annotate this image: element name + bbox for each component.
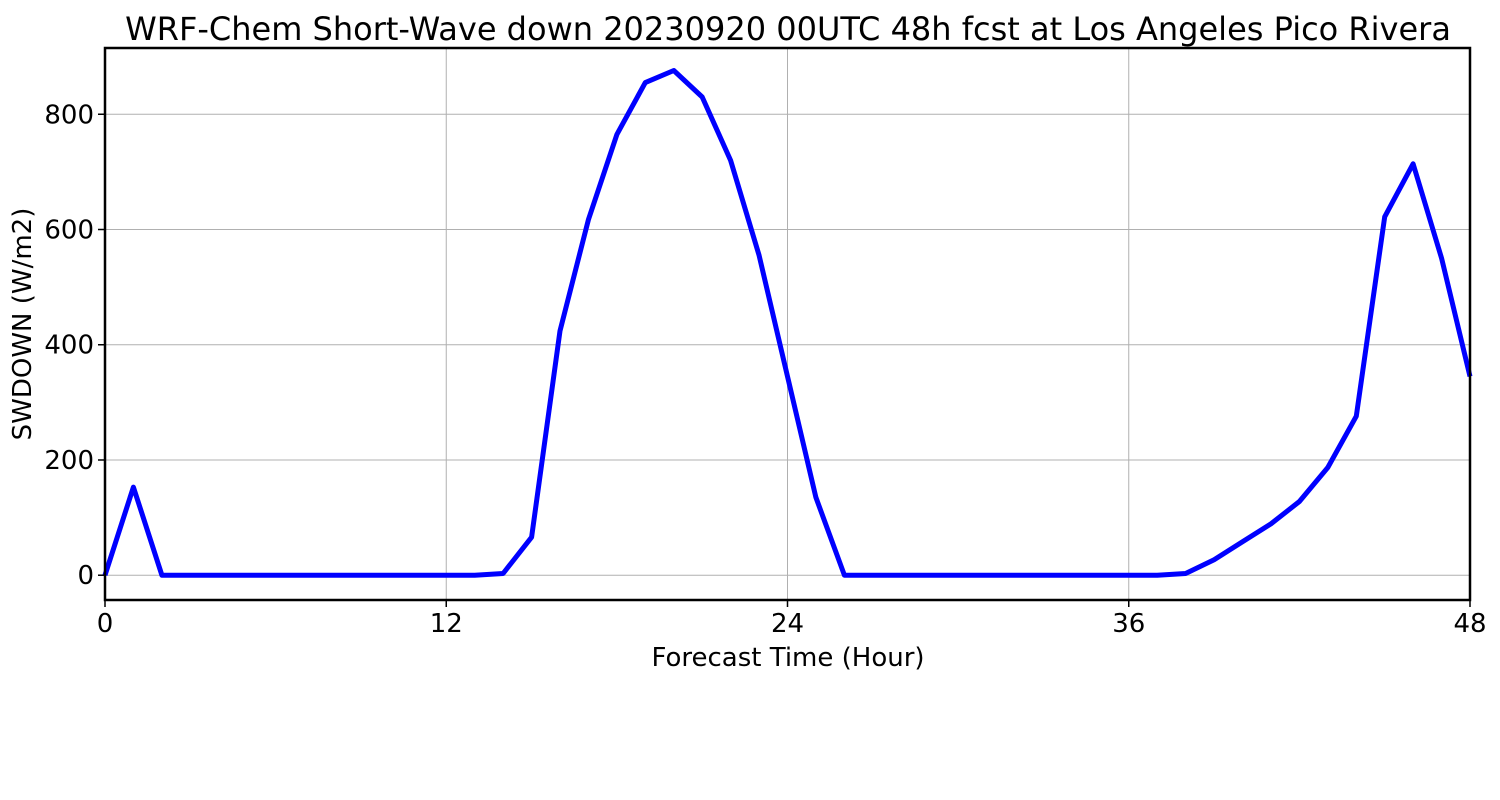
y-tick-label: 800 (44, 100, 94, 130)
x-tick-label: 36 (1112, 609, 1145, 639)
x-tick-label: 0 (97, 609, 114, 639)
y-tick-label: 0 (77, 561, 94, 591)
grid-lines (104, 48, 1471, 600)
chart-title: WRF-Chem Short-Wave down 20230920 00UTC … (125, 10, 1451, 48)
x-tick-label: 12 (430, 609, 463, 639)
x-axis-label: Forecast Time (Hour) (651, 643, 924, 673)
axis-ticks: 0 12 24 36 48 0 200 400 600 800 (44, 100, 1486, 639)
series-layer (102, 68, 1473, 578)
y-tick-label: 400 (44, 331, 94, 361)
x-tick-label: 24 (771, 609, 804, 639)
x-tick-label: 48 (1453, 609, 1486, 639)
y-tick-label: 600 (44, 216, 94, 246)
series-line (102, 68, 1473, 578)
y-axis-label: SWDOWN (W/m2) (8, 208, 38, 441)
y-tick-label: 200 (44, 446, 94, 476)
